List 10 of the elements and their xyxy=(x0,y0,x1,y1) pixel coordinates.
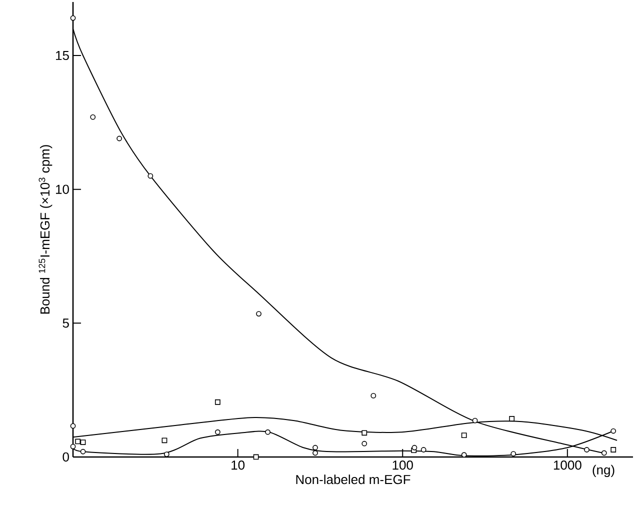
x-axis-title: Non-labeled m-EGF xyxy=(296,474,410,484)
text: (ng) xyxy=(592,464,614,478)
y-tick-label: 10 xyxy=(56,184,69,194)
x-tick-label: 10 xyxy=(232,460,245,470)
y-tick-label: 0 xyxy=(62,452,69,462)
y-tick-label: 15 xyxy=(56,50,69,60)
y-tick-label: 5 xyxy=(62,318,69,328)
y-axis-title: Bound $^{125}$I-mEGF (×10$^{3}$ cpm) xyxy=(38,145,52,314)
x-tick-label: 1000 xyxy=(554,460,582,470)
x-tick-label: 100 xyxy=(392,460,413,470)
